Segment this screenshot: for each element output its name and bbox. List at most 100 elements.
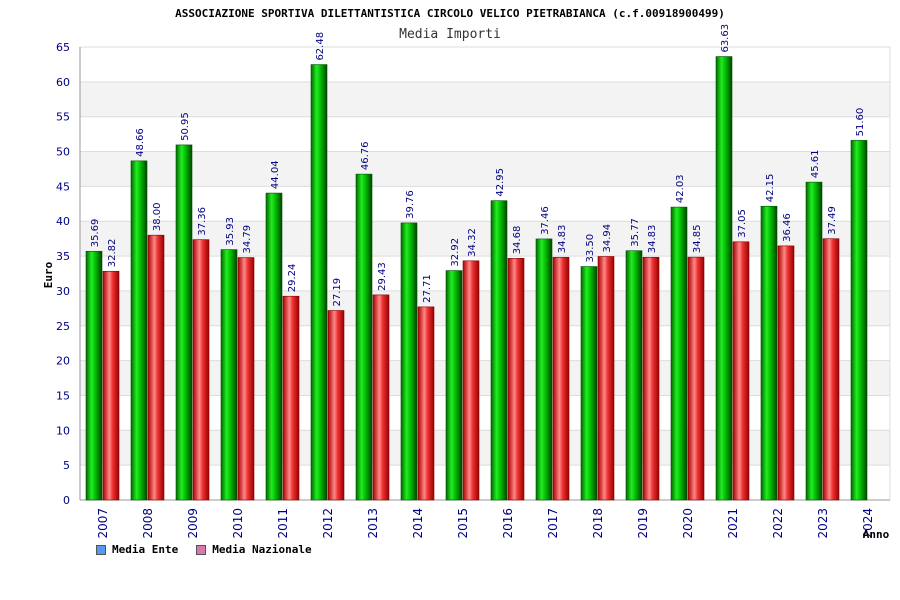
x-tick-label: 2014 xyxy=(411,508,425,539)
plot-band xyxy=(80,430,890,466)
x-tick-label: 2010 xyxy=(231,508,245,539)
bar xyxy=(175,144,193,501)
plot-band xyxy=(80,465,890,500)
data-label: 35.69 xyxy=(90,219,101,248)
bar xyxy=(85,250,103,501)
y-tick-label: 50 xyxy=(56,146,70,159)
y-tick-label: 35 xyxy=(56,250,70,263)
bar xyxy=(372,294,390,501)
legend-label-media-nazionale: Media Nazionale xyxy=(212,543,312,556)
bar xyxy=(760,205,778,501)
x-tick-label: 2020 xyxy=(681,508,695,539)
legend-item-media-ente: Media Ente xyxy=(96,543,178,556)
x-tick-label: 2019 xyxy=(636,508,650,539)
bar xyxy=(237,257,255,501)
x-tick-label: 2017 xyxy=(546,508,560,539)
bar xyxy=(535,238,553,501)
plot-band xyxy=(80,395,890,431)
bar xyxy=(670,206,688,501)
x-axis-ticks: 2007 2008 2009 2010 2011 2012 2013 2014 2015 2016… xyxy=(96,508,875,539)
bar xyxy=(507,258,525,501)
x-tick-label: 2009 xyxy=(186,508,200,539)
data-label: 29.24 xyxy=(287,264,298,293)
legend-item-media-nazionale: Media Nazionale xyxy=(196,543,312,556)
plot-band xyxy=(80,221,890,257)
data-label: 34.79 xyxy=(242,225,253,254)
data-label: 34.83 xyxy=(557,225,568,254)
data-label: 63.63 xyxy=(720,24,731,53)
plot-band xyxy=(80,47,890,82)
y-tick-label: 20 xyxy=(56,355,70,368)
bar xyxy=(192,239,210,501)
y-tick-label: 45 xyxy=(56,180,70,193)
bar xyxy=(327,310,345,501)
plot-band xyxy=(80,81,890,117)
plot-band xyxy=(80,360,890,396)
y-tick-label: 55 xyxy=(56,111,70,124)
bar xyxy=(310,64,328,501)
legend-swatch-media-nazionale xyxy=(196,544,207,555)
bar xyxy=(400,222,418,501)
chart-title: ASSOCIAZIONE SPORTIVA DILETTANTISTICA CI… xyxy=(175,7,725,20)
data-label: 50.95 xyxy=(180,112,191,141)
data-label: 35.93 xyxy=(225,217,236,246)
bars xyxy=(85,56,868,501)
data-labels: 35.69 32.82 48.66 38.00 50.95 37.36 35.93 34.79… xyxy=(90,24,866,307)
bar xyxy=(732,241,750,501)
data-label: 34.68 xyxy=(512,226,523,255)
x-tick-label: 2022 xyxy=(771,508,785,539)
data-label: 38.00 xyxy=(152,203,163,232)
bar xyxy=(850,140,868,501)
data-label: 45.61 xyxy=(810,149,821,178)
bar xyxy=(355,173,373,501)
data-label: 32.82 xyxy=(107,239,118,268)
data-label: 46.76 xyxy=(360,141,371,170)
plot-band xyxy=(80,290,890,326)
bar xyxy=(282,295,300,501)
x-tick-label: 2012 xyxy=(321,508,335,539)
data-label: 34.32 xyxy=(467,228,478,257)
y-axis-label: Euro xyxy=(42,261,55,288)
y-tick-label: 5 xyxy=(63,459,70,472)
bar xyxy=(220,249,238,501)
data-label: 34.85 xyxy=(692,224,703,253)
y-tick-label: 0 xyxy=(63,494,70,507)
bar xyxy=(147,234,165,501)
bar xyxy=(102,270,120,501)
plot-band xyxy=(80,186,890,222)
data-label: 44.04 xyxy=(270,160,281,189)
gridlines xyxy=(79,46,890,501)
data-label: 42.15 xyxy=(765,174,776,203)
bar xyxy=(265,192,283,501)
x-tick-label: 2024 xyxy=(861,508,875,539)
y-tick-label: 65 xyxy=(56,41,70,54)
bar xyxy=(625,250,643,501)
y-axis-ticks: 0 5 10 15 20 25 30 35 40 45 50 55 60 65 xyxy=(56,41,70,507)
bar xyxy=(597,256,615,501)
data-label: 27.19 xyxy=(332,278,343,307)
chart-subtitle: Media Importi xyxy=(399,27,501,42)
y-tick-label: 60 xyxy=(56,76,70,89)
y-tick-label: 25 xyxy=(56,320,70,333)
bar xyxy=(642,256,660,501)
data-label: 27.71 xyxy=(422,274,433,303)
x-tick-label: 2021 xyxy=(726,508,740,539)
data-label: 42.95 xyxy=(495,168,506,197)
x-tick-label: 2015 xyxy=(456,508,470,539)
x-tick-label: 2018 xyxy=(591,508,605,539)
bar xyxy=(552,256,570,501)
data-label: 35.77 xyxy=(630,218,641,247)
data-label: 37.36 xyxy=(197,207,208,236)
x-tick-label: 2023 xyxy=(816,508,830,539)
bar xyxy=(462,260,480,501)
bar xyxy=(805,181,823,501)
bar xyxy=(130,160,148,501)
data-label: 34.83 xyxy=(647,225,658,254)
plot-band xyxy=(80,116,890,152)
legend-label-media-ente: Media Ente xyxy=(112,543,179,556)
legend-swatch-media-ente xyxy=(96,544,106,555)
bar xyxy=(715,56,733,501)
y-tick-label: 30 xyxy=(56,285,70,298)
data-label: 32.92 xyxy=(450,238,461,267)
